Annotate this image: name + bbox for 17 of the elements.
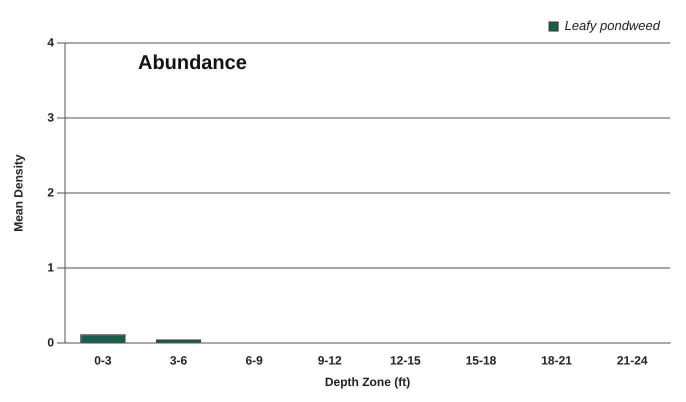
y-tick-label: 4 [47, 35, 54, 50]
chart-title: Abundance [138, 52, 247, 75]
x-tick-label: 3-6 [170, 354, 188, 368]
y-tick-label: 0 [47, 336, 54, 350]
x-tick-label: 6-9 [245, 354, 264, 368]
x-tick-label: 18-21 [541, 354, 572, 368]
y-tick-label: 1 [47, 260, 54, 274]
x-tick-label: 0-3 [94, 354, 112, 368]
y-tick-label: 3 [47, 110, 54, 124]
x-tick-label: 21-24 [616, 354, 648, 368]
x-tick-label: 15-18 [466, 354, 497, 368]
y-tick-label: 2 [47, 185, 54, 200]
legend-label: Leafy pondweed [564, 18, 661, 34]
x-tick-label: 12-15 [390, 354, 422, 368]
x-tick-label: 9-12 [318, 354, 342, 368]
x-axis-title: Depth Zone (ft) [324, 375, 410, 390]
y-axis-title: Mean Density [12, 154, 26, 232]
